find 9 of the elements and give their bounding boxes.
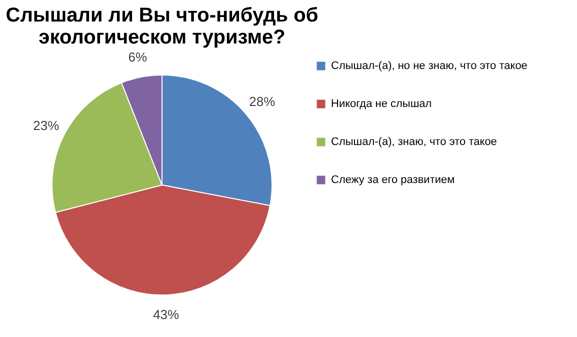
legend-label: Никогда не слышал xyxy=(331,98,432,110)
data-label: 23% xyxy=(33,118,60,133)
data-label: 28% xyxy=(249,94,276,110)
legend-label: Слышал-(а), знаю, что это такое xyxy=(331,136,497,148)
legend-label: Слежу за его развитием xyxy=(331,174,455,186)
chart-title: Слышали ли Вы что-нибудь об экологическом туризме? xyxy=(6,4,318,48)
data-label: 6% xyxy=(128,49,148,64)
data-label: 43% xyxy=(153,306,180,322)
legend-label: Слышал-(а), но не знаю, что это такое xyxy=(331,60,528,72)
